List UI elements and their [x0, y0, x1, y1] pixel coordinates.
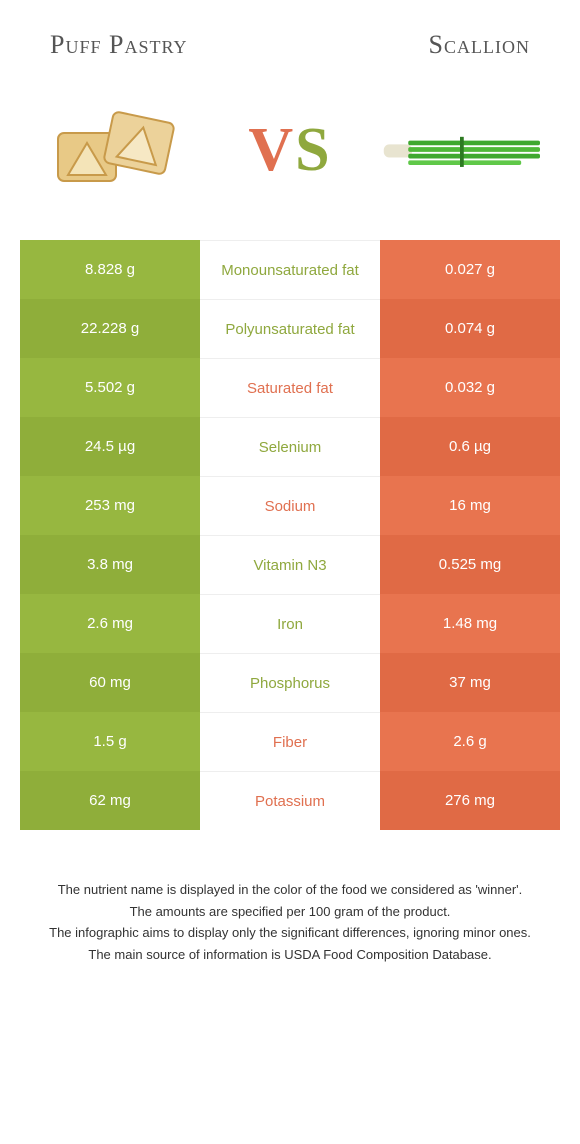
table-row: 8.828 gMonounsaturated fat0.027 g	[20, 240, 560, 299]
left-value-cell: 5.502 g	[20, 358, 200, 417]
right-value-cell: 0.027 g	[380, 240, 560, 299]
footer-line: The infographic aims to display only the…	[30, 923, 550, 943]
table-row: 24.5 µgSelenium0.6 µg	[20, 417, 560, 476]
right-value-cell: 2.6 g	[380, 712, 560, 771]
nutrient-label-cell: Monounsaturated fat	[200, 240, 380, 299]
scallion-image	[380, 95, 540, 205]
left-value-cell: 253 mg	[20, 476, 200, 535]
nutrient-label-cell: Potassium	[200, 771, 380, 830]
vs-s-letter: S	[295, 116, 331, 184]
images-row: VS	[0, 80, 580, 240]
nutrient-label-cell: Iron	[200, 594, 380, 653]
table-row: 22.228 gPolyunsaturated fat0.074 g	[20, 299, 560, 358]
right-value-cell: 37 mg	[380, 653, 560, 712]
footer-line: The main source of information is USDA F…	[30, 945, 550, 965]
table-row: 1.5 gFiber2.6 g	[20, 712, 560, 771]
left-value-cell: 60 mg	[20, 653, 200, 712]
left-value-cell: 24.5 µg	[20, 417, 200, 476]
left-value-cell: 8.828 g	[20, 240, 200, 299]
header: Puff Pastry Scallion	[0, 0, 580, 80]
nutrient-label-cell: Vitamin N3	[200, 535, 380, 594]
nutrient-label-cell: Sodium	[200, 476, 380, 535]
vs-label: VS	[248, 115, 331, 186]
table-row: 3.8 mgVitamin N30.525 mg	[20, 535, 560, 594]
left-value-cell: 3.8 mg	[20, 535, 200, 594]
right-value-cell: 0.074 g	[380, 299, 560, 358]
nutrition-table: 8.828 gMonounsaturated fat0.027 g22.228 …	[20, 240, 560, 830]
footer-notes: The nutrient name is displayed in the co…	[0, 830, 580, 964]
nutrient-label-cell: Selenium	[200, 417, 380, 476]
table-row: 253 mgSodium16 mg	[20, 476, 560, 535]
table-row: 62 mgPotassium276 mg	[20, 771, 560, 830]
nutrient-label-cell: Phosphorus	[200, 653, 380, 712]
puff-pastry-image	[40, 95, 200, 205]
right-value-cell: 0.525 mg	[380, 535, 560, 594]
nutrient-label-cell: Polyunsaturated fat	[200, 299, 380, 358]
left-value-cell: 62 mg	[20, 771, 200, 830]
vs-v-letter: V	[248, 116, 295, 184]
right-value-cell: 0.032 g	[380, 358, 560, 417]
left-value-cell: 1.5 g	[20, 712, 200, 771]
left-value-cell: 2.6 mg	[20, 594, 200, 653]
nutrient-label-cell: Fiber	[200, 712, 380, 771]
food-title-left: Puff Pastry	[50, 30, 187, 60]
food-title-right: Scallion	[429, 30, 530, 60]
right-value-cell: 276 mg	[380, 771, 560, 830]
right-value-cell: 16 mg	[380, 476, 560, 535]
footer-line: The nutrient name is displayed in the co…	[30, 880, 550, 900]
right-value-cell: 1.48 mg	[380, 594, 560, 653]
nutrient-label-cell: Saturated fat	[200, 358, 380, 417]
footer-line: The amounts are specified per 100 gram o…	[30, 902, 550, 922]
table-row: 2.6 mgIron1.48 mg	[20, 594, 560, 653]
table-row: 5.502 gSaturated fat0.032 g	[20, 358, 560, 417]
left-value-cell: 22.228 g	[20, 299, 200, 358]
table-row: 60 mgPhosphorus37 mg	[20, 653, 560, 712]
right-value-cell: 0.6 µg	[380, 417, 560, 476]
